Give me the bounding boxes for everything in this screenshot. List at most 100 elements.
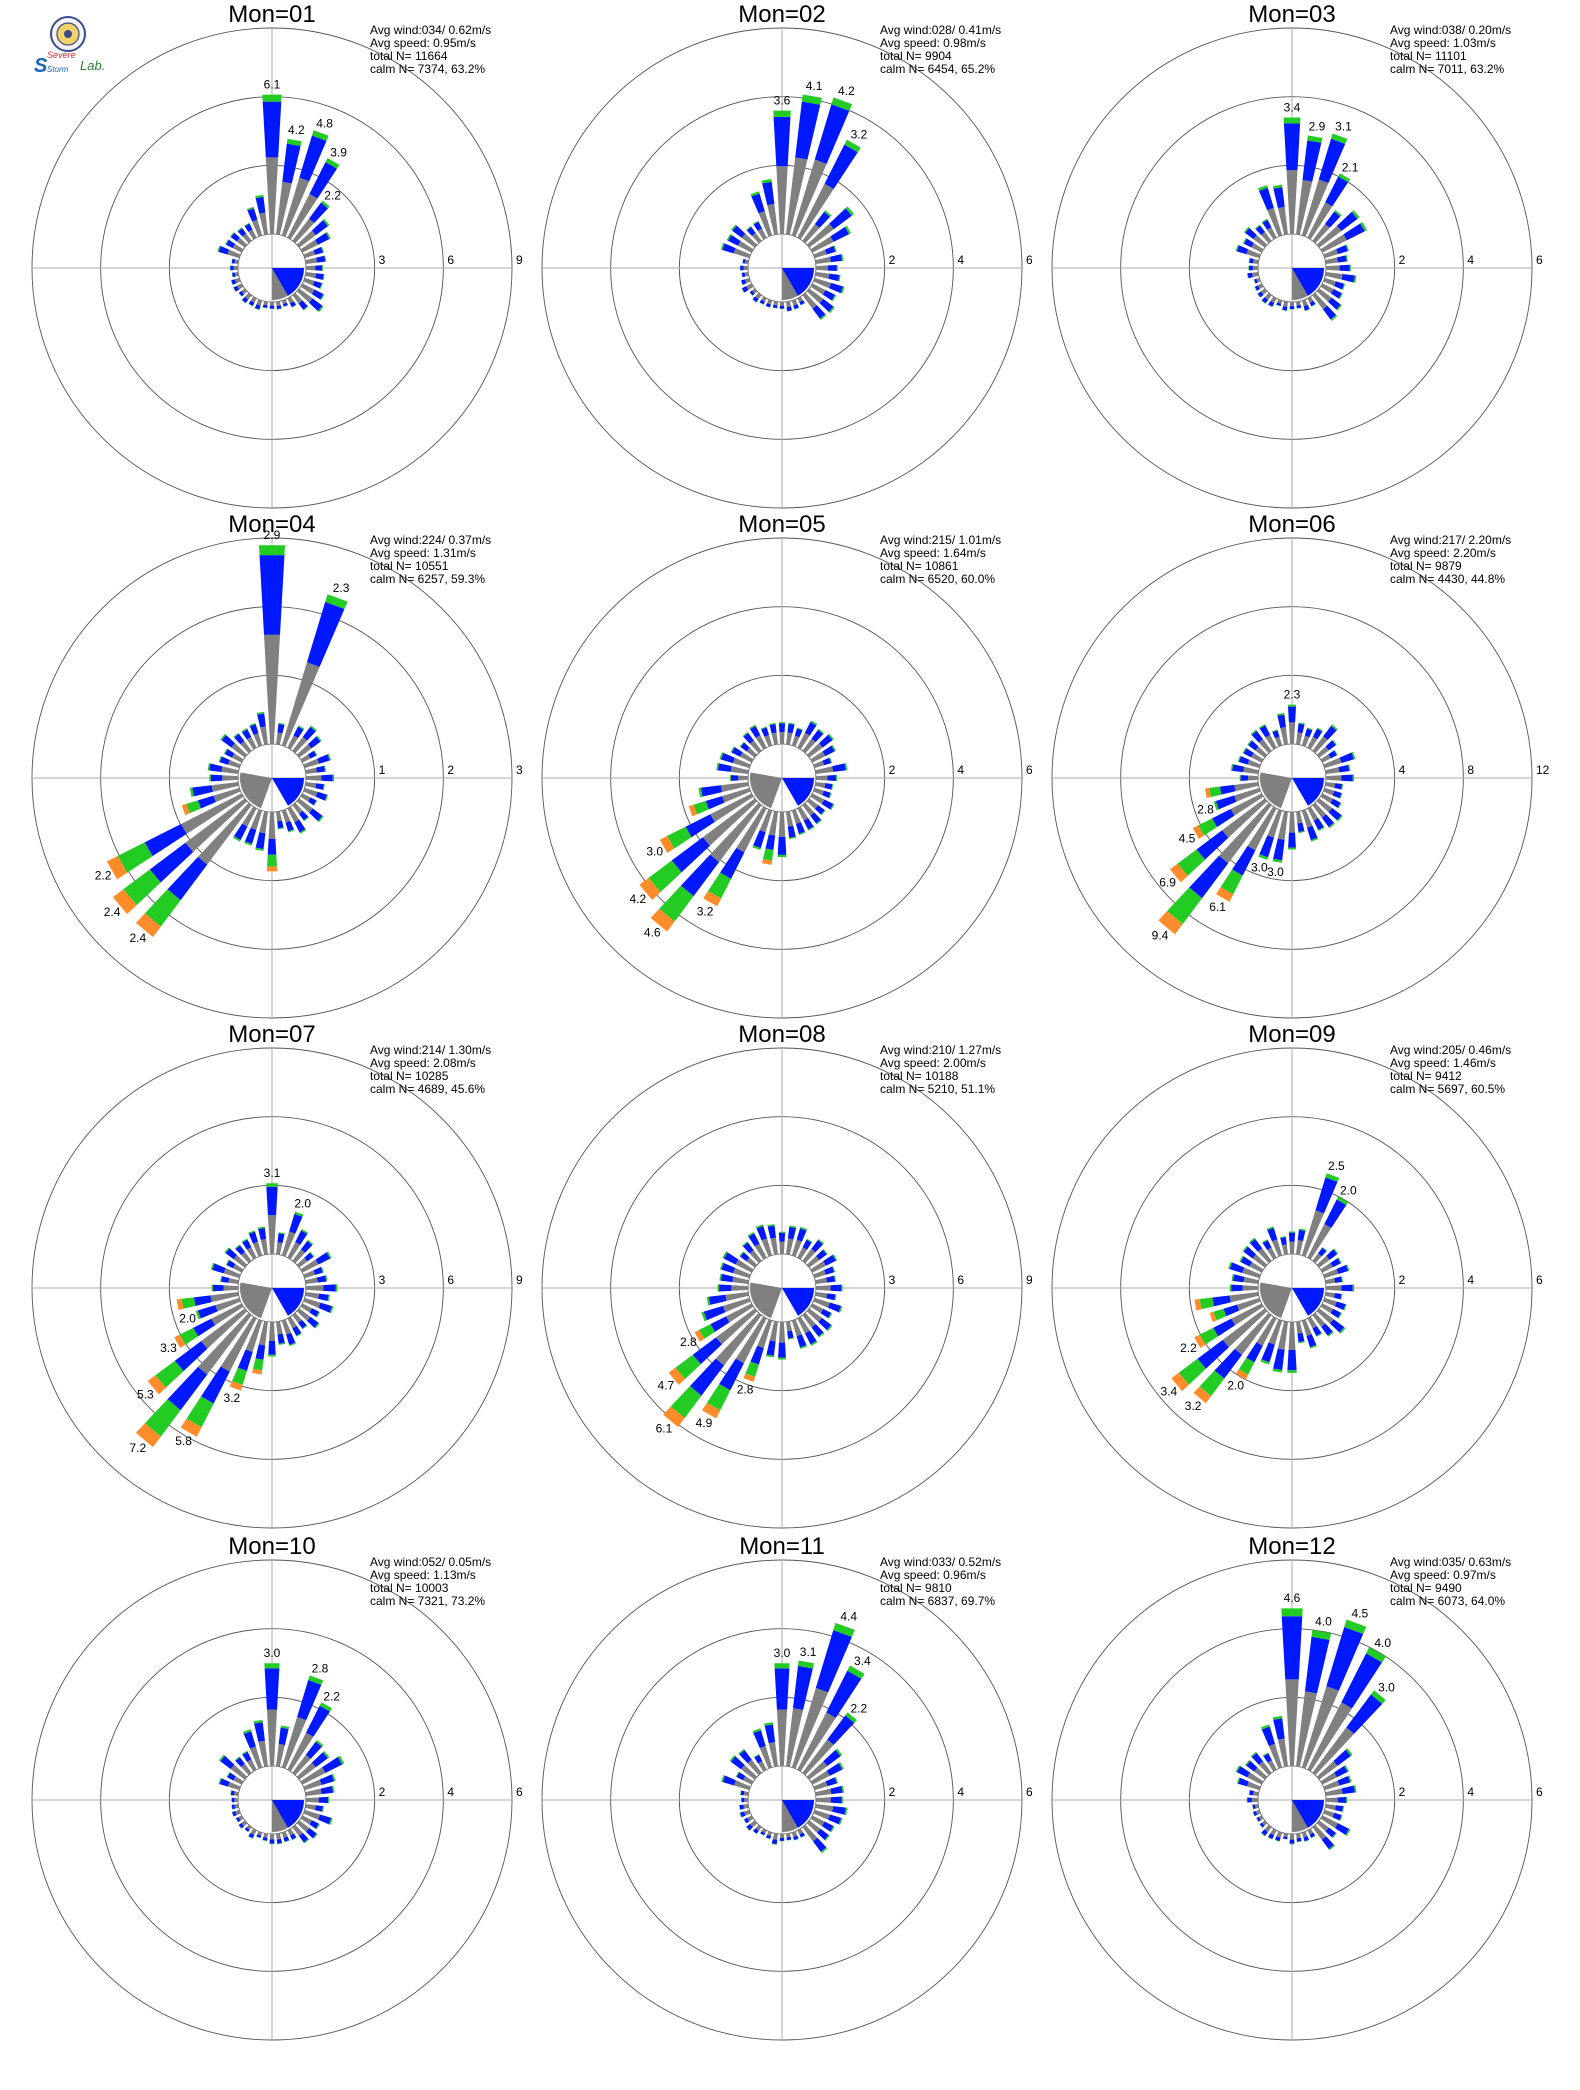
sector-bar xyxy=(703,1305,726,1321)
sector-bar xyxy=(316,255,326,263)
sector-bar xyxy=(740,752,754,763)
sector-bar xyxy=(743,1791,749,1796)
sector-bar xyxy=(1307,1223,1332,1260)
sector-bar xyxy=(744,277,751,284)
sector-bar xyxy=(715,1312,762,1366)
sector-bar xyxy=(779,732,785,745)
sector-bar xyxy=(313,800,318,806)
sector-bar xyxy=(1344,1619,1367,1634)
sector-bar xyxy=(325,157,340,169)
sector-bar xyxy=(282,143,301,184)
sector-bar xyxy=(212,1263,226,1274)
sector-bar xyxy=(1246,273,1249,279)
ring-tick-label: 2 xyxy=(447,763,454,777)
sector-bar xyxy=(227,249,241,259)
sector-bar xyxy=(314,1805,324,1812)
sector-bar xyxy=(149,842,194,883)
sector-bar xyxy=(1252,1254,1268,1268)
sector-bar xyxy=(829,282,844,294)
sector-bar xyxy=(233,732,239,738)
sector-bar xyxy=(1316,1255,1330,1268)
sector-bar xyxy=(1323,277,1336,287)
sector-bar xyxy=(303,1838,310,1844)
stats-line: Avg speed: 2.00m/s xyxy=(880,1056,986,1070)
sector-bar xyxy=(1325,775,1342,781)
sector-bar xyxy=(1353,1785,1357,1793)
sector-bar xyxy=(241,1820,248,1827)
ring-tick-label: 6 xyxy=(447,1273,454,1287)
sector-bar xyxy=(244,223,253,232)
stats-line: total N= 9879 xyxy=(1390,559,1462,573)
sector-bar xyxy=(778,1342,786,1358)
sector-bar xyxy=(1330,314,1338,321)
sector-bar xyxy=(744,1797,749,1803)
sector-bar xyxy=(834,1776,839,1784)
sector-bar xyxy=(1248,1237,1256,1244)
sector-value-label: 2.2 xyxy=(324,189,341,203)
sector-bar xyxy=(235,1818,239,1823)
sector-bar xyxy=(193,1295,212,1306)
sector-bar xyxy=(1255,1809,1261,1815)
sector-bar xyxy=(234,1244,241,1250)
sector-bar xyxy=(1301,1686,1339,1769)
sector-bar xyxy=(786,732,793,745)
sector-bar xyxy=(822,745,835,757)
sector-bar xyxy=(797,183,834,240)
sector-bar xyxy=(1307,736,1318,750)
sector-bar xyxy=(316,1275,327,1283)
sector-bar xyxy=(1230,763,1234,771)
sector-bar xyxy=(751,232,762,244)
sector-bar xyxy=(699,1324,715,1339)
sector-bar xyxy=(235,1245,245,1256)
sector-bar xyxy=(741,279,747,285)
sector-bar xyxy=(312,1833,318,1840)
sector-bar xyxy=(242,233,252,244)
sector-bar xyxy=(1229,1284,1232,1292)
sector-bar xyxy=(209,774,211,782)
sector-bar xyxy=(1259,1822,1265,1828)
sector-bar xyxy=(297,1680,322,1721)
sector-bar xyxy=(1301,1319,1312,1336)
sector-bar xyxy=(847,1665,865,1679)
sector-bar xyxy=(786,306,792,312)
sector-value-label: 2.9 xyxy=(1309,120,1326,134)
sector-bar xyxy=(298,300,308,310)
sector-bar xyxy=(147,1375,166,1395)
sector-bar xyxy=(771,1839,778,1845)
sector-bar xyxy=(797,1660,815,1669)
sector-bar xyxy=(230,232,235,238)
sector-bar xyxy=(258,545,286,556)
sector-bar xyxy=(1248,258,1250,263)
sector-bar xyxy=(845,1712,857,1723)
sector-bar xyxy=(802,1248,816,1264)
sector-bar xyxy=(309,161,338,199)
sector-bar xyxy=(1243,1276,1259,1284)
sector-bar xyxy=(242,1239,252,1250)
sector-bar xyxy=(260,1238,268,1255)
sector-bar xyxy=(296,288,313,303)
sector-bar xyxy=(1285,1679,1299,1767)
sector-bar xyxy=(806,1256,820,1268)
sector-bar xyxy=(230,1790,232,1796)
sector-bar xyxy=(1325,740,1336,751)
sector-bar xyxy=(1196,830,1229,860)
sector-bar xyxy=(1312,1727,1355,1776)
sector-bar xyxy=(1343,1304,1347,1311)
sector-bar xyxy=(1345,255,1348,262)
sector-bar xyxy=(825,1777,837,1787)
sector-bar xyxy=(1235,1369,1249,1380)
sector-bar xyxy=(1328,750,1337,759)
sector-bar xyxy=(305,1285,324,1291)
sector-bar xyxy=(233,265,239,271)
sector-value-label: 3.2 xyxy=(851,128,868,142)
sector-bar xyxy=(789,1225,797,1229)
sector-bar xyxy=(659,836,675,854)
sector-bar xyxy=(289,301,297,308)
sector-bar xyxy=(819,734,833,748)
sector-bar xyxy=(765,834,776,851)
sector-bar xyxy=(794,307,800,310)
sector-value-label: 3.4 xyxy=(854,1654,871,1668)
sector-value-label: 4.9 xyxy=(696,1416,713,1430)
sector-bar xyxy=(284,1840,290,1843)
sector-bar xyxy=(244,841,253,846)
